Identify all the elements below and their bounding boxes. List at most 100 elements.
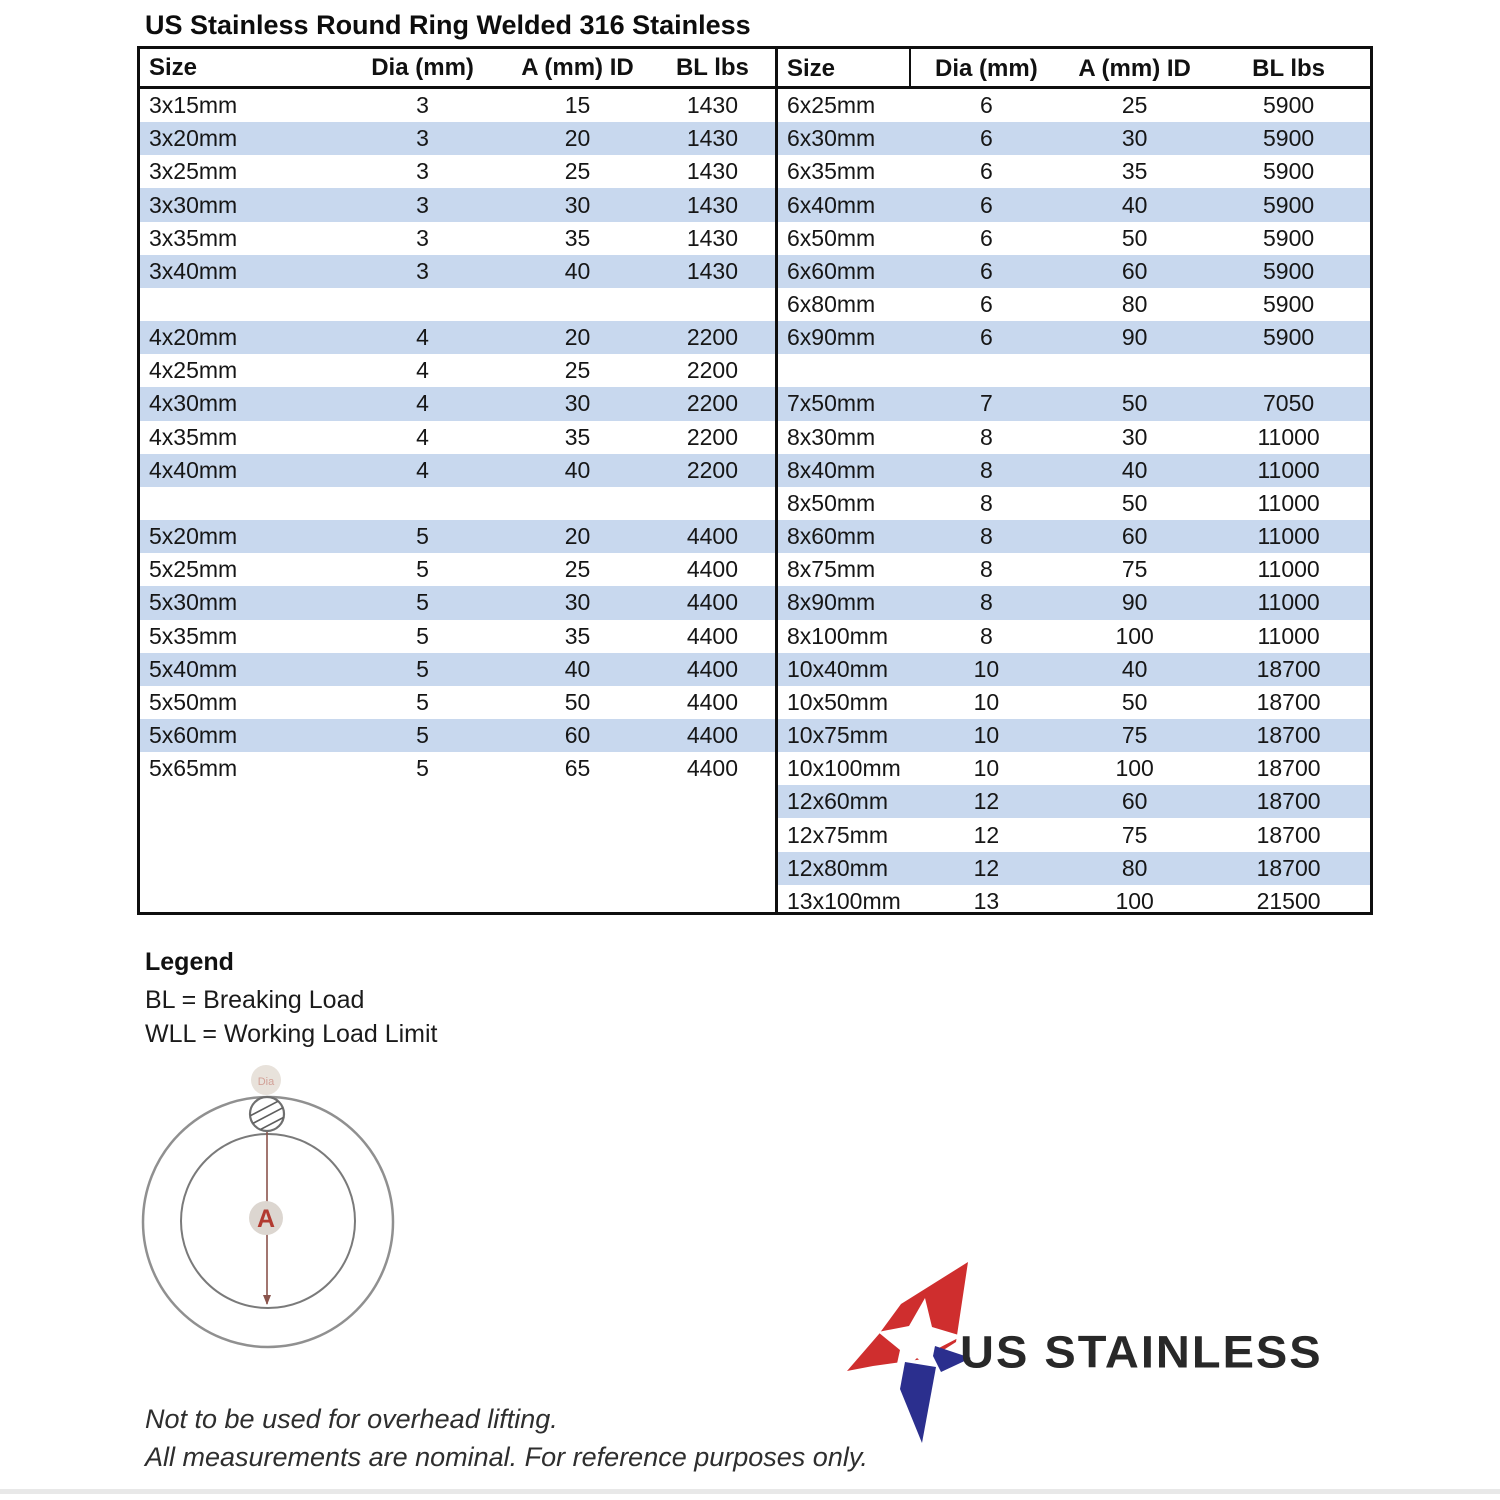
table-cell: 8x40mm [787, 456, 876, 483]
table-cell: 5x20mm [149, 523, 238, 550]
table-cell: 3 [416, 125, 429, 152]
table-cell: 8x50mm [787, 489, 876, 516]
table-cell: 5 [416, 688, 429, 715]
table-cell: 3 [416, 257, 429, 284]
table-cell: 6 [979, 324, 993, 351]
table-cell: 4 [416, 324, 429, 351]
header-size: Size [149, 53, 198, 81]
table-cell: 1430 [686, 191, 738, 218]
table-row: 3x35mm 3 35 1430 [140, 222, 775, 255]
table-cell: 5900 [1262, 224, 1315, 251]
table-cell: 50 [1121, 224, 1148, 251]
table-cell: 4400 [686, 523, 738, 550]
table-cell: 7 [979, 390, 993, 417]
table-row: 6x40mm 6 40 5900 [778, 188, 1370, 222]
table-cell: 18700 [1256, 655, 1321, 682]
table-cell: 5 [416, 523, 429, 550]
table-cell: 4400 [686, 556, 738, 583]
table-row: 3x30mm 3 30 1430 [140, 188, 775, 222]
table-cell: 11000 [1257, 456, 1320, 483]
header-dia: Dia (mm) [935, 55, 1038, 82]
table-cell: 5900 [1262, 158, 1315, 185]
table-cell: 4400 [686, 655, 738, 682]
table-cell: 3x15mm [149, 92, 238, 119]
us-stainless-logo: US STAINLESS [843, 1240, 1403, 1445]
table-cell: 30 [564, 390, 591, 417]
table-cell: 12x80mm [787, 854, 888, 881]
table-cell: 7x50mm [787, 390, 876, 417]
table-cell: 5 [416, 556, 429, 583]
table-cell: 6 [979, 224, 993, 251]
table-cell: 30 [1121, 423, 1148, 450]
table-cell: 5 [416, 622, 429, 649]
a-label: A [257, 1205, 275, 1233]
table-row: 5x35mm 5 35 4400 [140, 620, 775, 653]
table-cell: 35 [1121, 158, 1148, 185]
table-cell: 10x75mm [787, 722, 888, 749]
table-cell: 90 [1121, 589, 1148, 616]
table-cell: 18700 [1256, 722, 1321, 749]
table-cell: 3x35mm [149, 224, 238, 251]
table-cell: 12x60mm [787, 788, 888, 815]
footnotes: Not to be used for overhead lifting. All… [145, 1400, 868, 1476]
header-a-id: A (mm) ID [1078, 55, 1191, 82]
table-cell: 3x20mm [149, 125, 238, 152]
table-cell: 4x35mm [149, 423, 238, 450]
table-cell: 2200 [686, 423, 738, 450]
table-cell: 2200 [686, 357, 738, 384]
table-cell: 4400 [686, 622, 738, 649]
table-cell: 3 [416, 224, 429, 251]
table-cell: 100 [1115, 887, 1154, 914]
dia-label: Dia [258, 1076, 275, 1088]
table-cell: 35 [564, 423, 591, 450]
table-row: 10x75mm 10 75 18700 [778, 718, 1370, 753]
table-cell: 8x90mm [787, 589, 876, 616]
table-cell: 1430 [686, 125, 738, 152]
table-cell: 11000 [1257, 589, 1320, 616]
table-row: 3x40mm 3 40 1430 [140, 254, 775, 288]
table-cell: 6 [979, 257, 993, 284]
table-header-row: Size Dia (mm) A (mm) ID BL lbs [778, 49, 1370, 89]
table-cell: 6x60mm [787, 257, 876, 284]
table-cell: 4400 [686, 688, 738, 715]
table-cell: 3x25mm [149, 158, 238, 185]
table-cell: 10x40mm [787, 655, 888, 682]
table-cell: 8x30mm [787, 423, 876, 450]
table-cell: 50 [1121, 390, 1148, 417]
table-cell: 4400 [686, 589, 738, 616]
table-cell: 3 [416, 92, 429, 119]
table-cell: 10 [973, 722, 1000, 749]
table-row: 4x30mm 4 30 2200 [140, 387, 775, 421]
table-row: 6x50mm 6 50 5900 [778, 222, 1370, 255]
table-cell: 10x100mm [787, 755, 901, 782]
table-row [140, 288, 775, 321]
table-cell: 11000 [1257, 523, 1320, 550]
table-row: 7x50mm 7 50 7050 [778, 387, 1370, 421]
table-row: 6x90mm 6 90 5900 [778, 321, 1370, 355]
table-row: 6x80mm 6 80 5900 [778, 288, 1370, 321]
table-cell: 12 [973, 821, 1000, 848]
table-row: 8x75mm 8 75 11000 [778, 553, 1370, 586]
table-cell: 8 [979, 622, 993, 649]
table-row: 12x80mm 12 80 18700 [778, 851, 1370, 885]
header-dia: Dia (mm) [371, 53, 474, 81]
table-cell: 50 [1121, 688, 1148, 715]
table-row: 8x90mm 8 90 11000 [778, 586, 1370, 620]
table-cell: 11000 [1257, 556, 1320, 583]
table-cell: 6x30mm [787, 125, 876, 152]
legend-item-wll: WLL = Working Load Limit [145, 1020, 438, 1048]
table-cell: 6 [979, 92, 993, 119]
table-cell: 13 [973, 887, 1000, 914]
header-a-id: A (mm) ID [521, 53, 634, 81]
table-cell: 6x25mm [787, 92, 876, 119]
table-cell: 35 [564, 224, 591, 251]
table-cell: 30 [564, 589, 591, 616]
table-cell: 20 [564, 523, 591, 550]
table-cell: 5x50mm [149, 688, 238, 715]
table-cell: 12 [973, 854, 1000, 881]
table-row: 4x25mm 4 25 2200 [140, 354, 775, 387]
table-cell: 40 [1121, 655, 1148, 682]
table-cell: 4400 [686, 755, 738, 782]
spec-table-right: Size Dia (mm) A (mm) ID BL lbs 6x25mm 6 25… [775, 49, 1370, 914]
table-row: 8x100mm 8 100 11000 [778, 620, 1370, 653]
